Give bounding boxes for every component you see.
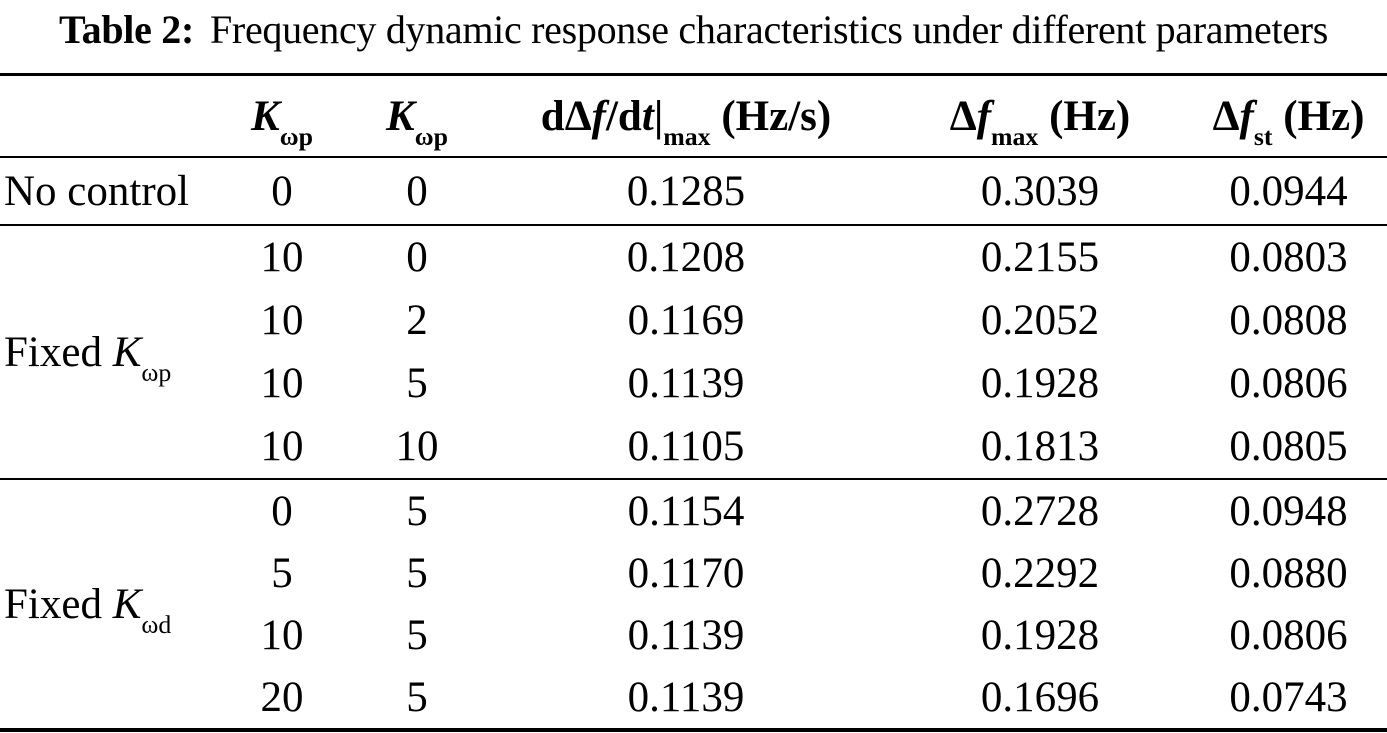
rocof-unit: (Hz/s) xyxy=(710,92,832,140)
table-cell: 10 xyxy=(260,611,304,659)
table-row: Fixed Kωp 10 0 0.1208 0.2155 0.0803 xyxy=(0,225,1387,385)
fmax-f: f xyxy=(976,92,992,140)
rocof-bar: | xyxy=(653,92,664,140)
header-fst: Δfst (Hz) xyxy=(1190,75,1387,158)
header-rocof: dΔf/dt|max (Hz/s) xyxy=(482,75,890,158)
table-cell: 0.1139 xyxy=(627,611,745,659)
table-row: Fixed Kωd 0 5 0.1154 0.2728 0.0948 xyxy=(0,479,1387,638)
table-cell: 0.0805 xyxy=(1229,423,1348,470)
table-cell: 10 xyxy=(260,423,304,470)
table-cell: 5 xyxy=(271,549,293,597)
table-cell: 0.1285 xyxy=(626,167,746,215)
table-cell: 0.2728 xyxy=(980,487,1100,535)
table-cell: 0.0806 xyxy=(1229,611,1348,659)
table-cell: 0.2052 xyxy=(980,297,1100,344)
header-fmax: Δfmax (Hz) xyxy=(890,75,1190,158)
table-cell: 10 xyxy=(260,360,304,407)
table-cell: 0.0948 xyxy=(1229,487,1348,535)
table-header: Kωp Kωp dΔf/dt|max (Hz/s) Δfmax (Hz) Δfs… xyxy=(0,74,1387,158)
fst-unit: (Hz) xyxy=(1272,92,1365,140)
fixed-kwp-symbol: K xyxy=(112,328,142,376)
table-cell: 0.1139 xyxy=(627,673,745,721)
table-row: 5 5 0.1170 0.2292 0.0880 xyxy=(0,542,1387,604)
table-cell: 0.1154 xyxy=(627,487,745,535)
table-cell: 0.1139 xyxy=(627,360,745,407)
table-cell: 5 xyxy=(406,487,428,535)
header-empty xyxy=(0,75,212,158)
group-fixed-kwp: Fixed Kωp 10 0 0.1208 0.2155 0.0803 10 2… xyxy=(0,225,1387,479)
table-cell: 0.3039 xyxy=(980,167,1100,215)
kwp-symbol: K xyxy=(251,92,280,140)
table-row: 20 5 0.1139 0.1696 0.0743 xyxy=(0,666,1387,730)
table-cell: 5 xyxy=(406,549,428,597)
table-cell: 0 xyxy=(271,167,293,215)
table-cell: 10 xyxy=(260,297,304,344)
table-cell: 5 xyxy=(406,673,428,721)
table-row: No control 0 0 0.1285 0.3039 0.0944 xyxy=(0,157,1387,225)
table-cell: 10 xyxy=(395,423,439,470)
table-cell: 0.0808 xyxy=(1229,297,1348,344)
table-cell: 0.1813 xyxy=(980,423,1100,470)
table-caption-text: Frequency dynamic response characteristi… xyxy=(209,7,1329,52)
rocof-mid: /d xyxy=(605,92,642,140)
kwd-symbol: K xyxy=(386,92,415,140)
table-cell: 10 xyxy=(260,234,304,281)
table-cell: 0 xyxy=(406,234,428,281)
table-row: 10 2 0.1169 0.2052 0.0808 xyxy=(0,289,1387,352)
table-cell: 5 xyxy=(406,611,428,659)
table-cell: 0.0806 xyxy=(1229,360,1348,407)
table-cell: 0.2292 xyxy=(980,549,1100,597)
table-cell: 0 xyxy=(271,487,293,535)
table-cell: 2 xyxy=(406,297,428,344)
kwp-subscript: ωp xyxy=(279,121,313,151)
group-no-control: No control 0 0 0.1285 0.3039 0.0944 xyxy=(0,157,1387,225)
fst-subscript: st xyxy=(1253,121,1273,151)
row-label-fixed-kwd: Fixed Kωd xyxy=(0,479,212,730)
table-caption-label: Table 2: xyxy=(58,7,194,52)
group-fixed-kwd: Fixed Kωd 0 5 0.1154 0.2728 0.0948 5 5 0… xyxy=(0,479,1387,730)
fixed-kwd-text: Fixed xyxy=(4,580,113,628)
data-table: Kωp Kωp dΔf/dt|max (Hz/s) Δfmax (Hz) Δfs… xyxy=(0,73,1387,732)
fst-f: f xyxy=(1239,92,1254,140)
header-kwp: Kωp xyxy=(212,75,352,158)
fmax-delta: Δ xyxy=(949,92,977,140)
table-cell: 0.0743 xyxy=(1229,673,1348,721)
table-cell: 0.0803 xyxy=(1229,234,1348,281)
table-cell: 0 xyxy=(406,167,428,215)
table-cell: 0.0880 xyxy=(1229,549,1348,597)
table-cell: 0.1928 xyxy=(980,360,1100,407)
fixed-kwd-subscript: ωd xyxy=(141,609,172,639)
row-label-fixed-kwp: Fixed Kωp xyxy=(0,225,212,479)
rocof-t: t xyxy=(641,92,654,140)
kwd-subscript: ωp xyxy=(414,121,448,151)
table-row: 10 5 0.1139 0.1928 0.0806 xyxy=(0,604,1387,666)
header-kwd: Kωp xyxy=(352,75,482,158)
table-caption: Table 2: Frequency dynamic response chara… xyxy=(0,0,1387,73)
fmax-subscript: max xyxy=(991,121,1039,151)
rocof-f: f xyxy=(591,92,606,140)
row-label-no-control: No control xyxy=(4,167,190,215)
fmax-unit: (Hz) xyxy=(1038,92,1131,140)
table-cell: 0.1105 xyxy=(627,423,745,470)
table-header-row: Kωp Kωp dΔf/dt|max (Hz/s) Δfmax (Hz) Δfs… xyxy=(0,75,1387,158)
table-row: 10 10 0.1105 0.1813 0.0805 xyxy=(0,415,1387,479)
rocof-pre: dΔ xyxy=(540,92,592,140)
table-cell: 0.1208 xyxy=(626,234,746,281)
table-row: 10 5 0.1139 0.1928 0.0806 xyxy=(0,352,1387,415)
table-cell: 0.1169 xyxy=(627,297,745,344)
fst-delta: Δ xyxy=(1212,92,1240,140)
table-cell: 0.2155 xyxy=(980,234,1100,281)
table-cell: 0.1696 xyxy=(980,673,1100,721)
fixed-kwd-symbol: K xyxy=(112,580,142,628)
table-cell: 0.1928 xyxy=(980,611,1100,659)
fixed-kwp-subscript: ωp xyxy=(141,357,172,387)
table-cell: 5 xyxy=(406,360,428,407)
rocof-subscript: max xyxy=(663,121,711,151)
fixed-kwp-text: Fixed xyxy=(4,328,113,376)
table-cell: 0.1170 xyxy=(627,549,745,597)
table-cell: 0.0944 xyxy=(1229,167,1348,215)
table-cell: 20 xyxy=(260,673,304,721)
